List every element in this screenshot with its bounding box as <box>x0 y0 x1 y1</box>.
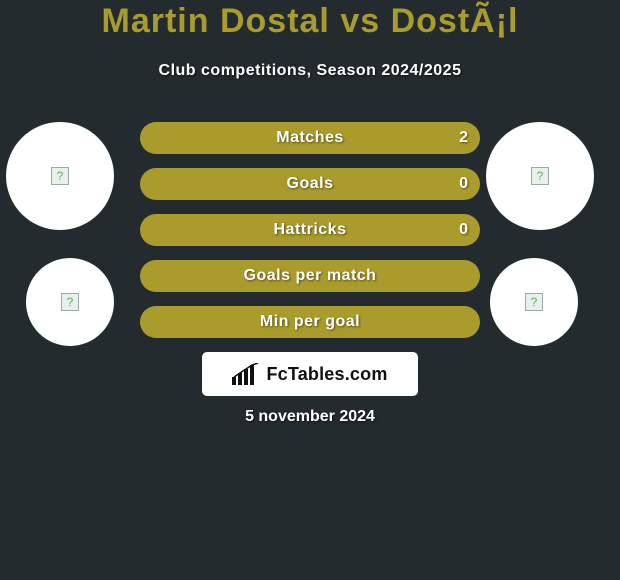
stat-row-min-per-goal: Min per goal <box>140 306 480 338</box>
stat-label: Matches <box>276 129 344 147</box>
stat-label: Goals per match <box>244 267 377 285</box>
stat-right-value: 2 <box>447 122 480 154</box>
stat-label: Min per goal <box>260 313 360 331</box>
stat-bars: Matches 2 Goals 0 Hattricks 0 Goals per … <box>140 122 480 352</box>
page-title: Martin Dostal vs DostÃ¡l <box>0 2 620 41</box>
stat-right-value <box>456 260 480 292</box>
stat-row-hattricks: Hattricks 0 <box>140 214 480 246</box>
stat-left-value <box>140 260 164 292</box>
stat-left-value <box>140 122 164 154</box>
stat-row-goals: Goals 0 <box>140 168 480 200</box>
stat-right-value: 0 <box>447 168 480 200</box>
stat-row-matches: Matches 2 <box>140 122 480 154</box>
brand-text: FcTables.com <box>266 364 387 385</box>
brand-badge: FcTables.com <box>202 352 418 396</box>
stat-left-value <box>140 168 164 200</box>
footer-date: 5 november 2024 <box>0 408 620 426</box>
stat-right-value <box>456 306 480 338</box>
stat-label: Hattricks <box>274 221 347 239</box>
stat-left-value <box>140 214 164 246</box>
stat-right-value: 0 <box>447 214 480 246</box>
stat-left-value <box>140 306 164 338</box>
stat-row-goals-per-match: Goals per match <box>140 260 480 292</box>
bar-chart-icon <box>232 363 260 385</box>
page-subtitle: Club competitions, Season 2024/2025 <box>0 62 620 80</box>
stat-label: Goals <box>287 175 334 193</box>
